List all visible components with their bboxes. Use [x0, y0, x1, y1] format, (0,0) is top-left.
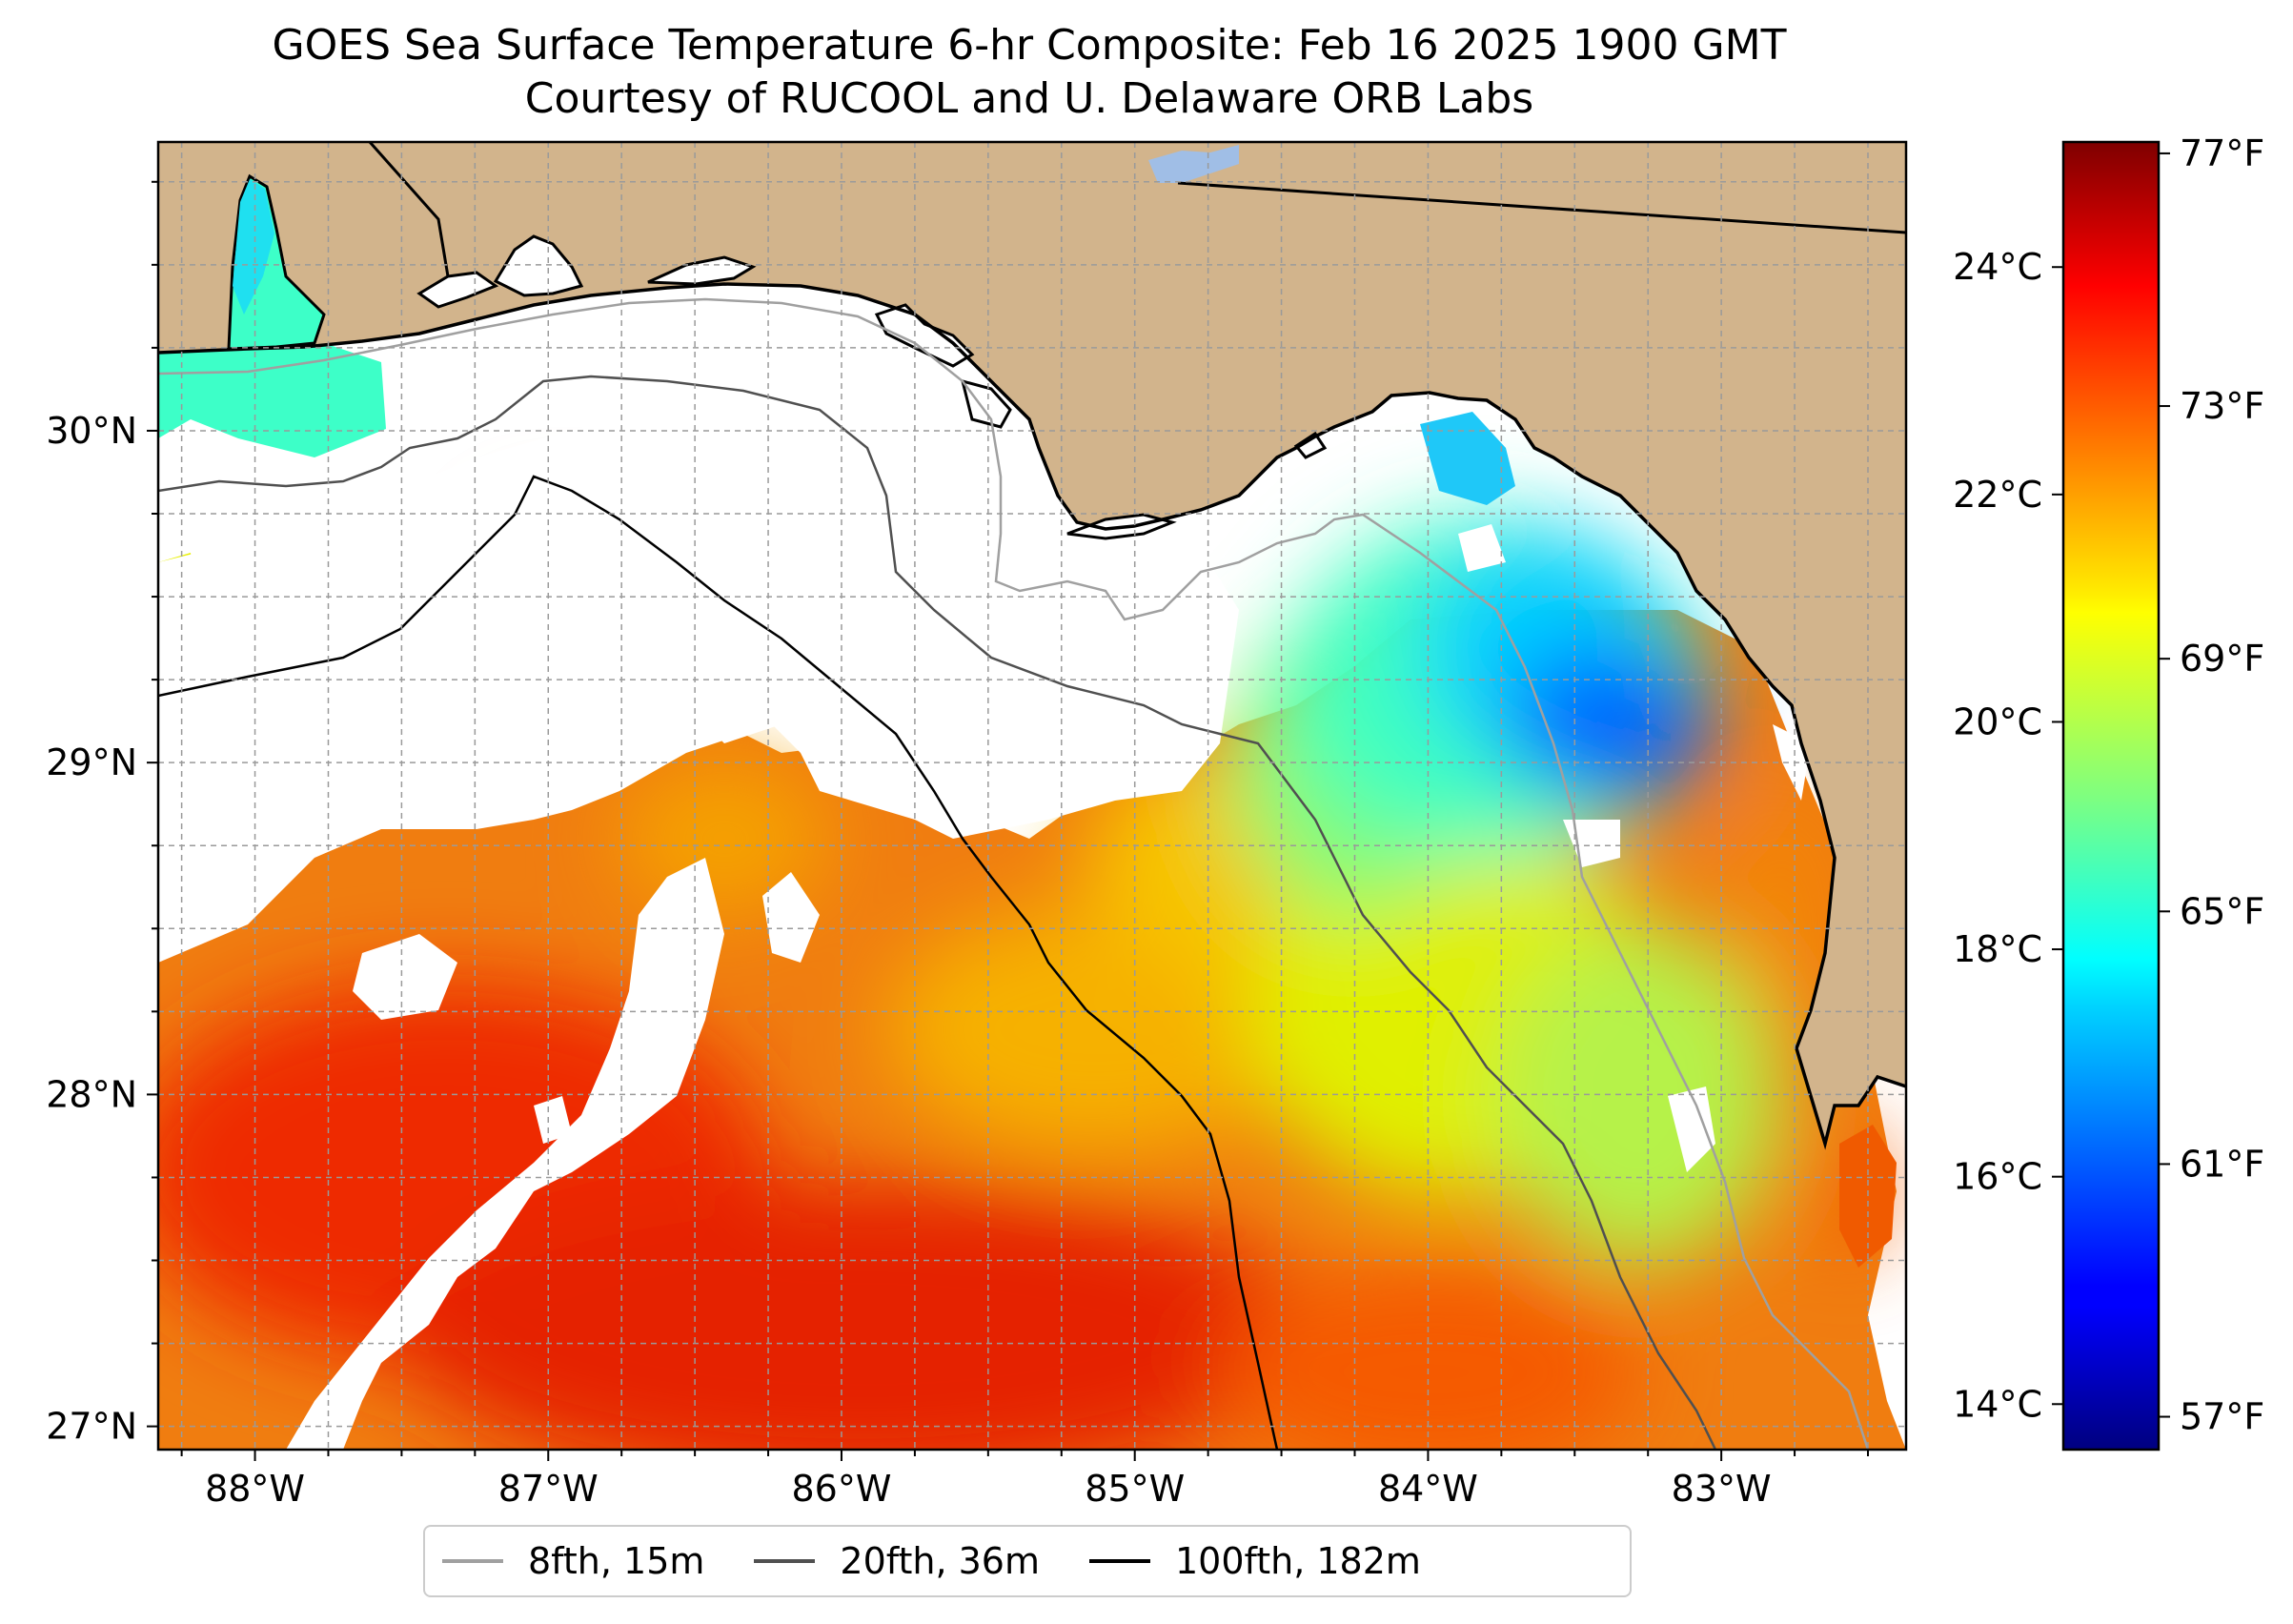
legend-swatch-8fth	[442, 1559, 503, 1563]
lon-tick-label: 88°W	[205, 1468, 305, 1510]
map-gridlines	[158, 142, 1906, 1450]
celsius-tick-label: 14°C	[1953, 1383, 2042, 1425]
sst-field	[158, 195, 1906, 1450]
celsius-tick-label: 20°C	[1953, 700, 2042, 742]
celsius-tick-label: 24°C	[1953, 246, 2042, 288]
fahrenheit-tick-label: 77°F	[2180, 132, 2264, 174]
celsius-tick-label: 22°C	[1953, 474, 2042, 516]
lon-tick-label: 85°W	[1085, 1468, 1185, 1510]
state-border	[1177, 181, 1906, 234]
contour-8fth-15m	[158, 297, 1870, 1450]
contour-100fth-182m	[158, 475, 1279, 1450]
sst-shading	[158, 515, 1882, 1450]
lake	[1148, 145, 1239, 183]
map-frame	[156, 140, 1908, 1451]
colorbar-celsius-axis: 14°C 16°C 18°C 20°C 22°C 24°C	[1953, 246, 2063, 1425]
legend-label-100fth: 100fth, 182m	[1174, 1540, 1421, 1582]
lon-tick-label: 87°W	[498, 1468, 599, 1510]
no-data-cloud-gaps	[158, 400, 1811, 1450]
legend-swatch-100fth	[1088, 1559, 1150, 1563]
lon-tick-label: 86°W	[792, 1468, 892, 1510]
map-plot-area	[158, 142, 1906, 1450]
fahrenheit-tick-label: 57°F	[2180, 1396, 2264, 1438]
legend-item-100fth: 100fth, 182m	[1088, 1540, 1421, 1582]
legend-item-8fth: 8fth, 15m	[442, 1540, 704, 1582]
lat-tick-label: 27°N	[46, 1406, 137, 1448]
celsius-tick-label: 16°C	[1953, 1156, 2042, 1198]
lon-tick-label: 83°W	[1672, 1468, 1772, 1510]
fahrenheit-tick-label: 61°F	[2180, 1143, 2264, 1185]
celsius-tick-label: 18°C	[1953, 928, 2042, 970]
legend-swatch-20fth	[754, 1559, 816, 1563]
legend-label-20fth: 20fth, 36m	[840, 1540, 1040, 1582]
map-subtitle: Courtesy of RUCOOL and U. Delaware ORB L…	[524, 74, 1534, 123]
fahrenheit-tick-label: 65°F	[2180, 890, 2264, 932]
fahrenheit-tick-label: 69°F	[2180, 638, 2264, 680]
latitude-axis: 27°N 28°N 29°N 30°N	[46, 180, 158, 1448]
lat-tick-label: 29°N	[46, 741, 137, 783]
colorbar-frame	[2061, 140, 2161, 1451]
land-mass	[158, 142, 1906, 1144]
lat-tick-label: 28°N	[46, 1073, 137, 1115]
legend-item-20fth: 20fth, 36m	[754, 1540, 1040, 1582]
contour-legend: 8fth, 15m 20fth, 36m 100fth, 182m	[423, 1525, 1632, 1597]
lat-tick-label: 30°N	[46, 410, 137, 452]
coastline	[158, 282, 1906, 1150]
longitude-axis: 88°W 87°W 86°W 85°W 84°W 83°W	[180, 1450, 1869, 1510]
colorbar-gradient	[2063, 142, 2159, 1450]
lon-tick-label: 84°W	[1378, 1468, 1478, 1510]
fahrenheit-tick-label: 73°F	[2180, 385, 2264, 427]
contour-20fth-36m	[158, 375, 1717, 1450]
map-title: GOES Sea Surface Temperature 6-hr Compos…	[272, 21, 1787, 70]
colorbar-fahrenheit-axis: 57°F 61°F 65°F 69°F 73°F 77°F	[2159, 132, 2264, 1438]
legend-label-8fth: 8fth, 15m	[528, 1540, 705, 1582]
